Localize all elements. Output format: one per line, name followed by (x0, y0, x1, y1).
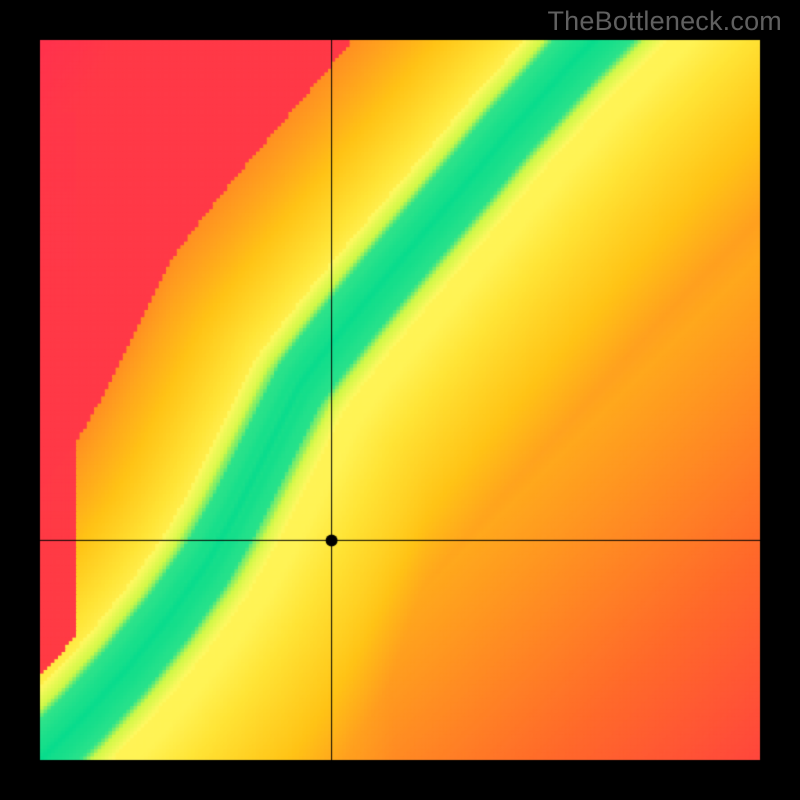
watermark-text: TheBottleneck.com (547, 6, 782, 37)
bottleneck-heatmap (0, 0, 800, 800)
